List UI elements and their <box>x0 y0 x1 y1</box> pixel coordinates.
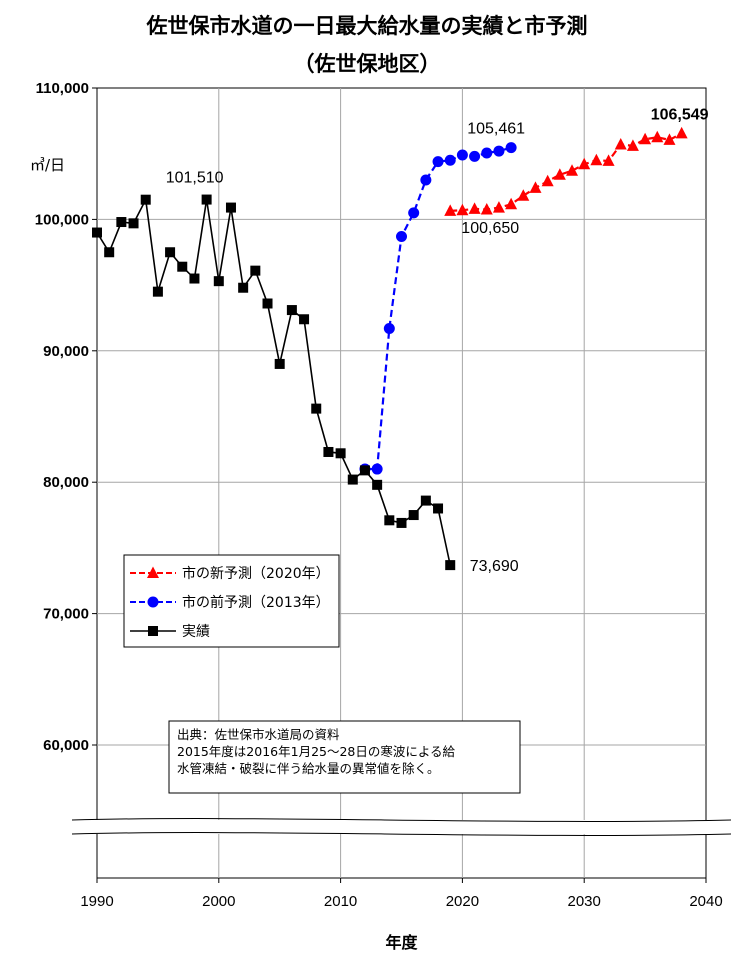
x-tick-label: 2010 <box>324 893 357 910</box>
data-point <box>481 147 493 159</box>
y-tick-label: 90,000 <box>43 343 89 360</box>
data-point <box>444 154 456 166</box>
data-point <box>420 174 432 186</box>
data-point <box>602 154 615 166</box>
data-label: 73,690 <box>470 558 519 575</box>
legend-label: 実績 <box>182 624 210 640</box>
data-label: 105,461 <box>467 121 525 138</box>
legend-marker <box>147 566 159 578</box>
axis-break-line <box>71 818 732 822</box>
data-point <box>626 139 639 151</box>
data-point <box>396 517 407 528</box>
legend-marker <box>148 626 158 636</box>
y-tick-label: 60,000 <box>43 737 89 754</box>
data-point <box>639 132 652 145</box>
data-point <box>492 201 505 213</box>
data-point <box>286 305 297 316</box>
data-point <box>323 446 334 457</box>
data-point <box>311 403 322 414</box>
data-point <box>456 149 468 161</box>
data-point <box>201 194 212 205</box>
data-point <box>663 133 676 145</box>
data-point <box>177 261 188 272</box>
data-point <box>225 202 236 213</box>
data-point <box>493 145 505 157</box>
data-point <box>614 138 627 150</box>
data-point <box>433 503 444 514</box>
data-point <box>456 203 469 216</box>
data-point <box>299 314 310 325</box>
data-point <box>432 156 444 168</box>
legend-label: 市の前予測（2013年） <box>182 594 330 611</box>
data-point <box>480 203 493 215</box>
data-point <box>347 474 358 485</box>
data-point <box>468 202 481 214</box>
data-point <box>651 130 664 143</box>
chart-subtitle: （佐世保地区） <box>293 52 441 76</box>
data-point <box>116 217 127 228</box>
data-point <box>505 197 518 210</box>
data-point <box>359 465 370 476</box>
data-point <box>505 142 517 154</box>
data-point <box>553 168 566 180</box>
x-axis-label: 年度 <box>385 933 418 952</box>
x-tick-label: 2030 <box>568 893 601 910</box>
data-point <box>238 282 249 293</box>
data-point <box>590 153 603 166</box>
y-tick-label: 80,000 <box>43 474 89 491</box>
x-tick-label: 2040 <box>689 893 722 910</box>
data-label: 101,510 <box>166 170 224 187</box>
data-point <box>250 265 261 276</box>
data-point <box>213 276 224 287</box>
data-point <box>104 247 115 258</box>
axis-break-band <box>0 820 734 834</box>
y-axis-label: ㎥/日 <box>30 156 65 174</box>
data-point <box>371 463 383 475</box>
data-point <box>541 174 554 187</box>
x-tick-label: 1990 <box>80 893 113 910</box>
y-tick-label: 100,000 <box>35 211 89 228</box>
data-point <box>408 510 419 521</box>
data-point <box>140 194 151 205</box>
data-point <box>274 358 285 369</box>
data-point <box>529 181 542 193</box>
axis-break-line <box>71 832 732 836</box>
y-tick-label: 70,000 <box>43 606 89 623</box>
data-point <box>517 189 530 201</box>
source-note-text: 2015年度は2016年1月25～28日の寒波による給 <box>177 744 456 759</box>
data-point <box>383 322 395 334</box>
data-point <box>262 298 273 309</box>
data-point <box>396 230 407 242</box>
data-point <box>675 126 688 139</box>
legend-marker <box>147 596 159 608</box>
data-point <box>420 495 431 506</box>
data-point <box>165 247 176 258</box>
data-point <box>335 448 346 459</box>
x-tick-label: 2000 <box>202 893 235 910</box>
data-point <box>444 204 457 216</box>
legend-label: 市の新予測（2020年） <box>182 565 330 582</box>
data-point <box>372 479 383 490</box>
data-label: 106,549 <box>651 106 709 123</box>
data-point <box>92 227 102 238</box>
data-point <box>566 164 579 176</box>
data-point <box>408 207 420 219</box>
data-point <box>384 515 395 526</box>
data-point <box>469 150 481 162</box>
source-note-text: 出典：佐世保市水道局の資料 <box>177 727 340 742</box>
data-point <box>152 286 163 297</box>
source-note-text: 水管凍結・破裂に伴う給水量の異常値を除く。 <box>177 761 440 776</box>
data-point <box>445 560 456 571</box>
data-point <box>128 218 139 229</box>
data-label: 100,650 <box>461 220 519 237</box>
data-point <box>578 157 591 170</box>
source-note <box>168 720 521 794</box>
data-point <box>189 273 200 284</box>
x-tick-label: 2020 <box>446 893 479 910</box>
y-tick-label: 110,000 <box>36 80 89 97</box>
chart-title: 佐世保市水道の一日最大給水量の実績と市予測 <box>146 14 588 38</box>
